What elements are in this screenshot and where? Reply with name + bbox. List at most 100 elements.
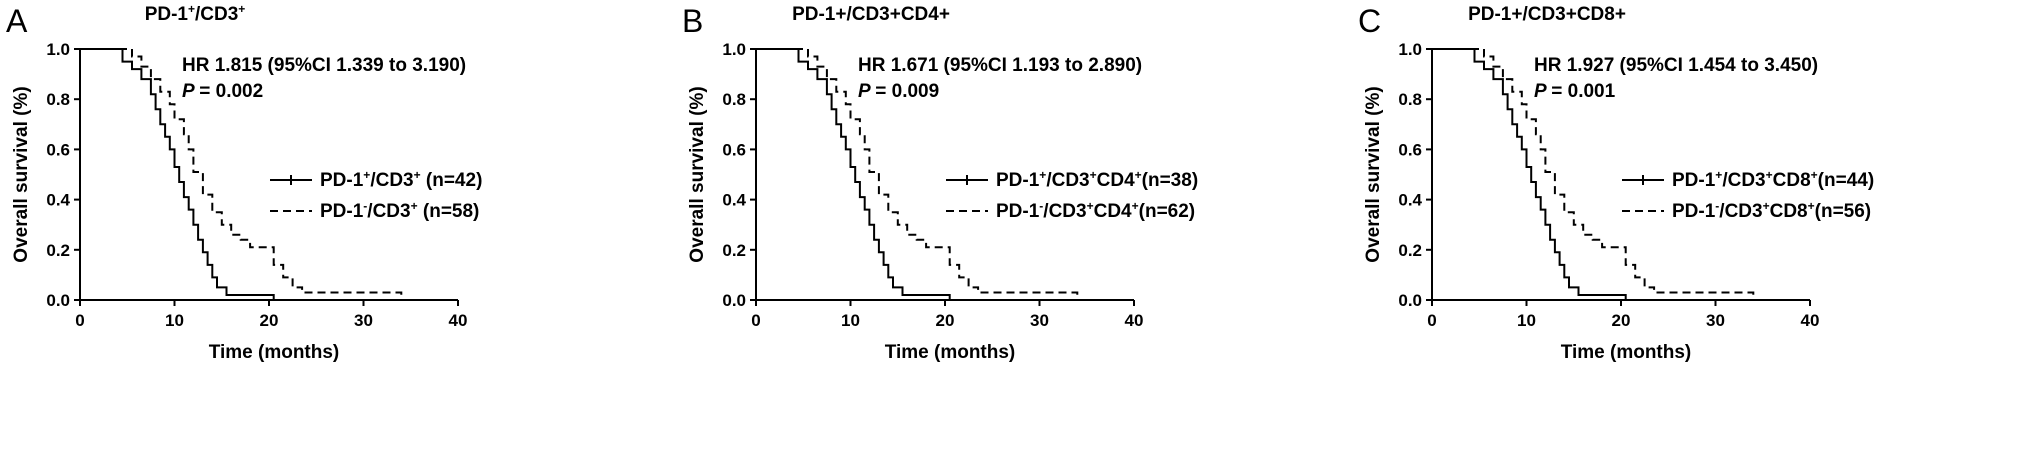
chart-title-part: /CD3 — [195, 4, 238, 25]
p-value-text: P = 0.001 — [1534, 81, 1616, 102]
survival-curve-pd1-positive — [1432, 48, 1640, 301]
legend-label: PD-1+/CD3+CD4+(n=38) — [996, 168, 1198, 191]
legend-label-part: /CD3 — [1046, 170, 1089, 191]
legend-label-part: PD-1 — [320, 170, 364, 191]
legend-label-part: + — [411, 199, 418, 213]
legend-label-part: PD-1 — [996, 170, 1040, 191]
km-panel-b: B PD-1+/CD3+CD4+ 0.0 0.2 0.4 0.6 0.8 1.0 0 10 20 30… — [676, 0, 1353, 474]
legend-label-part: (n=56) — [1815, 201, 1872, 222]
p-symbol: P — [858, 81, 875, 102]
y-tick-label: 0.8 — [46, 90, 70, 109]
legend-label: PD-1-/CD3+CD8+(n=56) — [1672, 199, 1871, 222]
km-chart-svg: B PD-1+/CD3+CD4+0.00.20.40.60.81.00 10 20 30… — [682, 3, 1198, 363]
p-value: = 0.002 — [199, 81, 263, 102]
legend-label-part: CD4 — [1097, 170, 1135, 191]
panel-letter: B — [682, 3, 703, 39]
x-tick-label: 10 — [1517, 311, 1536, 330]
legend-label: PD-1-/CD3+ (n=58) — [320, 199, 479, 222]
chart-title: PD-1+/CD3+ — [145, 2, 246, 25]
km-panel-a: A PD-1+/CD3+ 0.0 0.2 0.4 0.6 0.8 1.0 0 10 20 30 40 Ti… — [0, 0, 677, 474]
legend-label-part: + — [1715, 168, 1722, 182]
survival-curve-pd1-positive — [80, 48, 288, 301]
legend-label-part: PD-1 — [996, 201, 1040, 222]
legend-label-part: CD8 — [1773, 170, 1811, 191]
chart-title: PD-1+/CD3+CD8+ — [1468, 4, 1626, 25]
y-tick-label: 0.0 — [1398, 291, 1422, 310]
legend-label-part: (n=58) — [418, 201, 480, 222]
survival-curve-pd1-negative — [756, 48, 1079, 300]
y-axis-label: Overall survival (%) — [687, 86, 708, 262]
p-value-text: P = 0.002 — [182, 81, 263, 102]
y-tick-label: 0.2 — [1398, 241, 1422, 260]
legend-label-part: PD-1 — [1672, 201, 1716, 222]
legend-label-part: + — [1808, 199, 1815, 213]
y-tick-label: 0.2 — [46, 241, 70, 260]
x-tick-label: 30 — [354, 311, 373, 330]
legend-label: PD-1-/CD3+CD4+(n=62) — [996, 199, 1195, 222]
legend-label-part: + — [1039, 168, 1046, 182]
legend-label-part: (n=42) — [421, 170, 483, 191]
legend-label-part: PD-1 — [1672, 170, 1716, 191]
km-panel-c: C PD-1+/CD3+CD8+ 0.0 0.2 0.4 0.6 0.8 1.0 0 10 20 30… — [1352, 0, 2029, 474]
legend-label-part: - — [1039, 199, 1043, 213]
legend-label-part: + — [1763, 199, 1770, 213]
legend-label-part: + — [1087, 199, 1094, 213]
y-tick-label: 0.6 — [46, 140, 70, 159]
legend-label-part: + — [1132, 199, 1139, 213]
x-axis-label: Time (months) — [1561, 342, 1692, 363]
legend-label-part: /CD3 — [367, 201, 410, 222]
legend-label: PD-1+/CD3+ (n=42) — [320, 168, 482, 191]
y-tick-label: 0.2 — [722, 241, 746, 260]
x-tick-label: 30 — [1706, 311, 1725, 330]
p-symbol: P — [182, 81, 199, 102]
hazard-ratio-text: HR 1.671 (95%CI 1.193 to 2.890) — [858, 55, 1142, 76]
legend-label-part: + — [1811, 168, 1818, 182]
y-tick-label: 0.6 — [722, 140, 746, 159]
legend-label-part: - — [1715, 199, 1719, 213]
chart-title-part: + — [188, 2, 195, 16]
legend-label-part: + — [1090, 168, 1097, 182]
p-value: = 0.001 — [1551, 81, 1615, 102]
legend-label-part: + — [1766, 168, 1773, 182]
survival-curve-pd1-negative — [80, 48, 403, 300]
legend-label-part: /CD3 — [1719, 201, 1762, 222]
y-tick-label: 0.0 — [46, 291, 70, 310]
legend-label-part: PD-1 — [320, 201, 364, 222]
x-tick-label: 0 — [1427, 311, 1436, 330]
chart-title: PD-1+/CD3+CD4+ — [792, 4, 950, 25]
x-tick-label: 10 — [165, 311, 184, 330]
legend-label-part: /CD3 — [370, 170, 413, 191]
x-axis-label: Time (months) — [885, 342, 1016, 363]
x-tick-label: 20 — [936, 311, 955, 330]
legend-label: PD-1+/CD3+CD8+(n=44) — [1672, 168, 1874, 191]
x-tick-label: 0 — [75, 311, 84, 330]
km-chart-svg: C PD-1+/CD3+CD8+0.00.20.40.60.81.00 10 20 30… — [1358, 3, 1874, 363]
y-axis-label: Overall survival (%) — [11, 86, 32, 262]
y-tick-label: 1.0 — [46, 40, 70, 59]
y-tick-label: 0.4 — [46, 191, 70, 210]
x-tick-label: 30 — [1030, 311, 1049, 330]
y-tick-label: 0.8 — [722, 90, 746, 109]
legend-label-part: /CD3 — [1722, 170, 1765, 191]
x-tick-label: 20 — [260, 311, 279, 330]
legend-label-part: (n=38) — [1142, 170, 1199, 191]
chart-title-part: PD-1+/CD3+CD4+ — [792, 4, 950, 25]
y-tick-label: 0.0 — [722, 291, 746, 310]
legend-label-part: + — [414, 168, 421, 182]
legend-label-part: CD8 — [1770, 201, 1808, 222]
panel-letter: A — [6, 3, 28, 39]
p-value: = 0.009 — [875, 81, 939, 102]
legend-label-part: + — [363, 168, 370, 182]
legend-label-part: - — [363, 199, 367, 213]
chart-title-part: PD-1+/CD3+CD8+ — [1468, 4, 1626, 25]
legend-label-part: + — [1135, 168, 1142, 182]
legend-label-part: (n=62) — [1139, 201, 1196, 222]
y-tick-label: 0.6 — [1398, 140, 1422, 159]
x-tick-label: 20 — [1612, 311, 1631, 330]
legend-label-part: (n=44) — [1818, 170, 1875, 191]
survival-curve-pd1-positive — [756, 48, 964, 301]
y-tick-label: 0.4 — [1398, 191, 1422, 210]
p-value-text: P = 0.009 — [858, 81, 939, 102]
survival-curve-pd1-negative — [1432, 48, 1755, 300]
p-symbol: P — [1534, 81, 1551, 102]
